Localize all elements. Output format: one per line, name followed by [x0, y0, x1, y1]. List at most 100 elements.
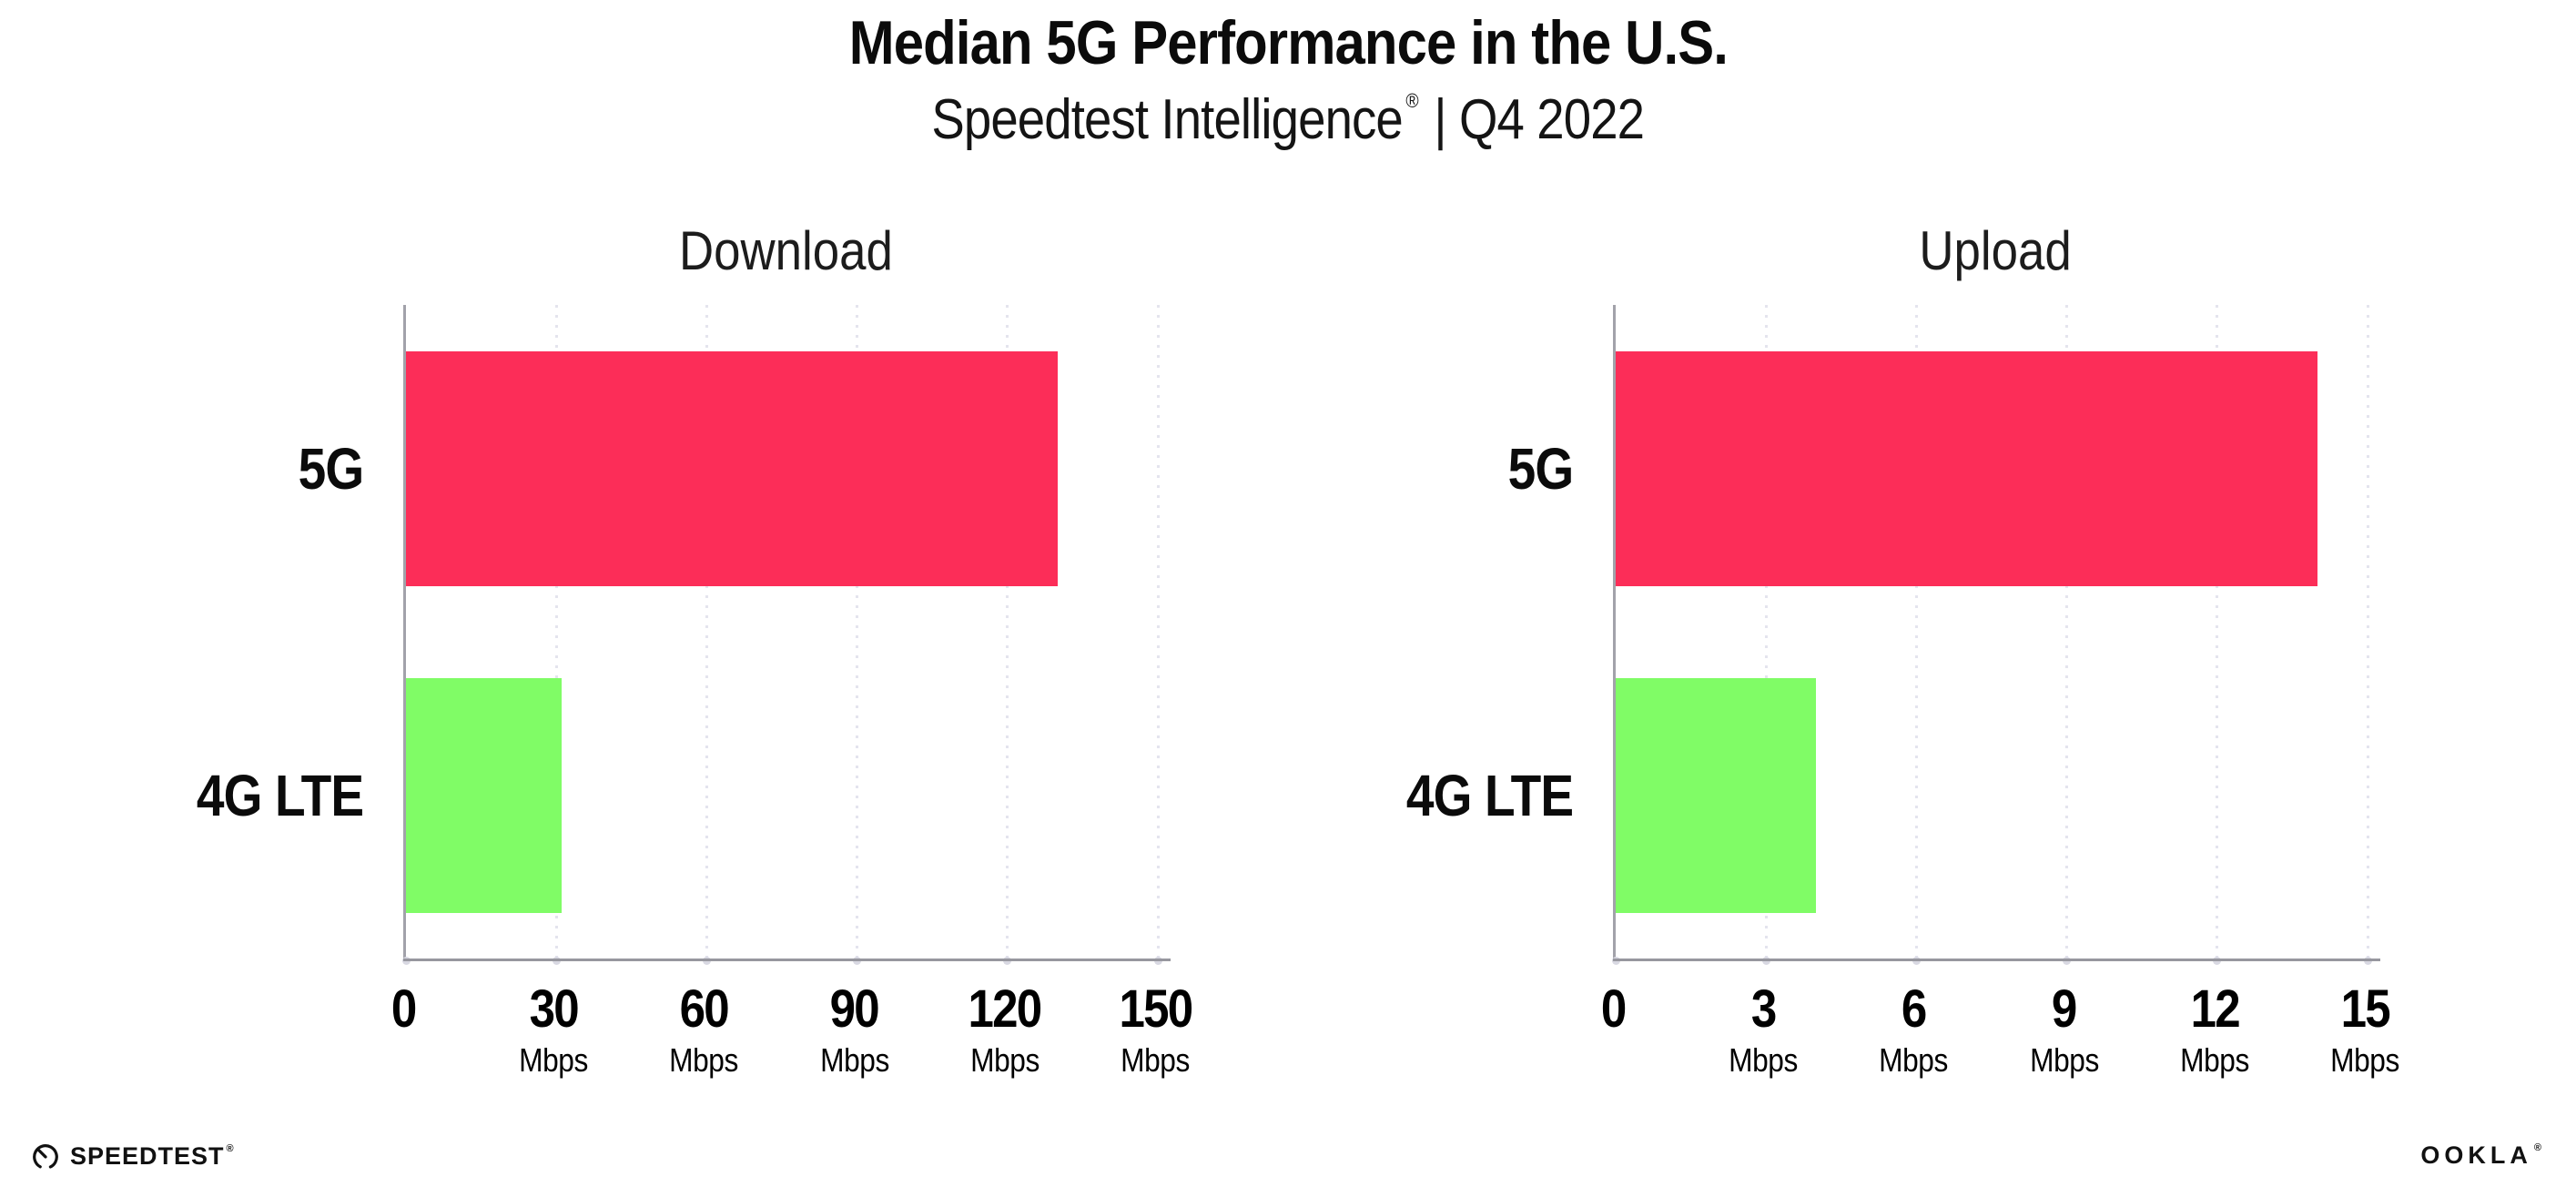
tick-unit: Mbps: [1831, 1041, 1995, 1080]
gridline-6: [1914, 305, 1918, 959]
category-axis: 5G 4G LTE: [1331, 218, 1613, 1105]
ookla-label: OOKLA: [2420, 1141, 2532, 1169]
tick-3: 3 Mbps: [1681, 983, 1845, 1080]
category-label-text: 4G LTE: [1405, 763, 1574, 829]
tick-value: 0: [1531, 983, 1695, 1036]
registered-trademark-icon: ®: [1405, 89, 1419, 113]
speedtest-gauge-icon: [33, 1144, 58, 1170]
tick-150: 150 Mbps: [1073, 983, 1237, 1080]
ookla-trademark-icon: ®: [2533, 1142, 2546, 1153]
tick-unit-text: Mbps: [2029, 1041, 2099, 1079]
tick-0: 0: [1531, 983, 1695, 1036]
tick-90: 90 Mbps: [773, 983, 937, 1080]
bar-row: [1616, 633, 2380, 960]
tick-unit: Mbps: [923, 1041, 1087, 1080]
tick-60: 60 Mbps: [622, 983, 786, 1080]
tick-value: 90: [773, 983, 937, 1036]
tick-30: 30 Mbps: [472, 983, 635, 1080]
tick-value: 15: [2283, 983, 2447, 1036]
tick-value-text: 6: [1902, 979, 1927, 1039]
tick-value-text: 15: [2340, 979, 2390, 1039]
tick-unit: Mbps: [622, 1041, 786, 1080]
x-axis-line: [403, 959, 1171, 961]
tick-15: 15 Mbps: [2283, 983, 2447, 1080]
page-subtitle-text: Speedtest Intelligence ® | Q4 2022: [931, 88, 1646, 152]
bar-4g-lte: [1616, 678, 1817, 914]
speedtest-label: SPEEDTEST: [70, 1141, 225, 1170]
tick-unit-text: Mbps: [519, 1041, 589, 1079]
plot-area: [1611, 305, 2380, 965]
chart-title: Download: [403, 218, 1168, 305]
tick-value: 3: [1681, 983, 1845, 1036]
speedtest-logo: SPEEDTEST ®: [30, 1141, 235, 1172]
tick-unit-text: Mbps: [669, 1041, 739, 1079]
tick-unit: Mbps: [2283, 1041, 2447, 1080]
gridline-15: [2366, 305, 2369, 959]
chart-title: Upload: [1613, 218, 2378, 305]
category-label-4g-lte: 4G LTE: [1331, 633, 1613, 960]
gridline-90: [856, 305, 859, 959]
x-axis-line: [1613, 959, 2380, 961]
gridline-150: [1156, 305, 1160, 959]
tick-value: 0: [321, 983, 485, 1036]
bar-row: [1616, 305, 2380, 633]
tick-9: 9 Mbps: [1983, 983, 2146, 1080]
category-axis: 5G 4G LTE: [121, 218, 403, 1105]
tick-unit: Mbps: [1681, 1041, 1845, 1080]
bar-row: [406, 633, 1171, 960]
gridline-12: [2216, 305, 2219, 959]
bar-5g: [406, 350, 1058, 586]
page-subtitle: Speedtest Intelligence ® | Q4 2022: [0, 90, 2576, 149]
tick-value-text: 30: [529, 979, 580, 1039]
tick-value: 150: [1073, 983, 1237, 1036]
tick-12: 12 Mbps: [2133, 983, 2297, 1080]
tick-unit: Mbps: [1983, 1041, 2146, 1080]
header: Median 5G Performance in the U.S. Speedt…: [0, 8, 2576, 149]
tick-value: 30: [472, 983, 635, 1036]
bar-5g: [1616, 350, 2317, 586]
bar-row: [406, 305, 1171, 633]
tick-unit-text: Mbps: [969, 1041, 1040, 1079]
category-label-text: 5G: [1507, 435, 1574, 502]
category-label-text: 5G: [298, 435, 364, 502]
ookla-wordmark: OOKLA ®: [2420, 1141, 2546, 1169]
chart-title-text: Upload: [1919, 220, 2072, 281]
tick-value-text: 90: [829, 979, 880, 1039]
x-axis-ticks: 0 3 Mbps 6 Mbps 9 Mbps 12 Mbps 15 Mbps: [1601, 959, 2400, 1105]
subtitle-brand: Speedtest Intelligence: [931, 88, 1404, 152]
tick-value: 9: [1983, 983, 2146, 1036]
gridline-30: [554, 305, 558, 959]
tick-value-text: 0: [1600, 979, 1627, 1039]
chart-title-text: Download: [678, 220, 893, 281]
tick-value-text: 3: [1750, 979, 1777, 1039]
ookla-logo: OOKLA ®: [2420, 1141, 2546, 1170]
tick-0: 0: [321, 983, 485, 1036]
tick-value: 12: [2133, 983, 2297, 1036]
tick-unit: Mbps: [773, 1041, 937, 1080]
tick-value-text: 12: [2190, 979, 2240, 1039]
subtitle-period: | Q4 2022: [1434, 88, 1646, 152]
tick-unit-text: Mbps: [819, 1041, 889, 1079]
page-title: Median 5G Performance in the U.S.: [0, 8, 2576, 77]
x-axis-ticks: 0 30 Mbps 60 Mbps 90 Mbps 120 Mbps 150 Mbps: [391, 959, 1193, 1105]
gridline-3: [1764, 305, 1768, 959]
speedtest-wordmark: SPEEDTEST ®: [70, 1142, 235, 1171]
category-label-5g: 5G: [121, 305, 403, 633]
tick-value-text: 60: [679, 979, 730, 1039]
gridline-60: [705, 305, 708, 959]
tick-value-text: 0: [390, 979, 417, 1039]
tick-unit-text: Mbps: [2330, 1041, 2399, 1079]
tick-unit-text: Mbps: [1879, 1041, 1949, 1079]
tick-unit: Mbps: [2133, 1041, 2297, 1080]
speedtest-trademark-icon: ®: [226, 1142, 235, 1154]
category-label-4g-lte: 4G LTE: [121, 633, 403, 960]
chart-upload: 5G 4G LTE Upload 0 3 Mbps 6 Mbps 9 Mbps 12 Mbps 15…: [1331, 218, 2400, 1105]
tick-value-text: 120: [968, 979, 1043, 1039]
tick-unit-text: Mbps: [2179, 1041, 2249, 1079]
plot-column: Download 0 30 Mbps 60 Mbps 90 Mbps 120 Mbps 150 Mb…: [391, 218, 1193, 1105]
plot-column: Upload 0 3 Mbps 6 Mbps 9 Mbps 12 Mbps 15 Mbps: [1601, 218, 2400, 1105]
tick-value: 60: [622, 983, 786, 1036]
tick-value-text: 9: [2052, 979, 2077, 1039]
tick-120: 120 Mbps: [923, 983, 1087, 1080]
page-title-text: Median 5G Performance in the U.S.: [848, 8, 1728, 77]
